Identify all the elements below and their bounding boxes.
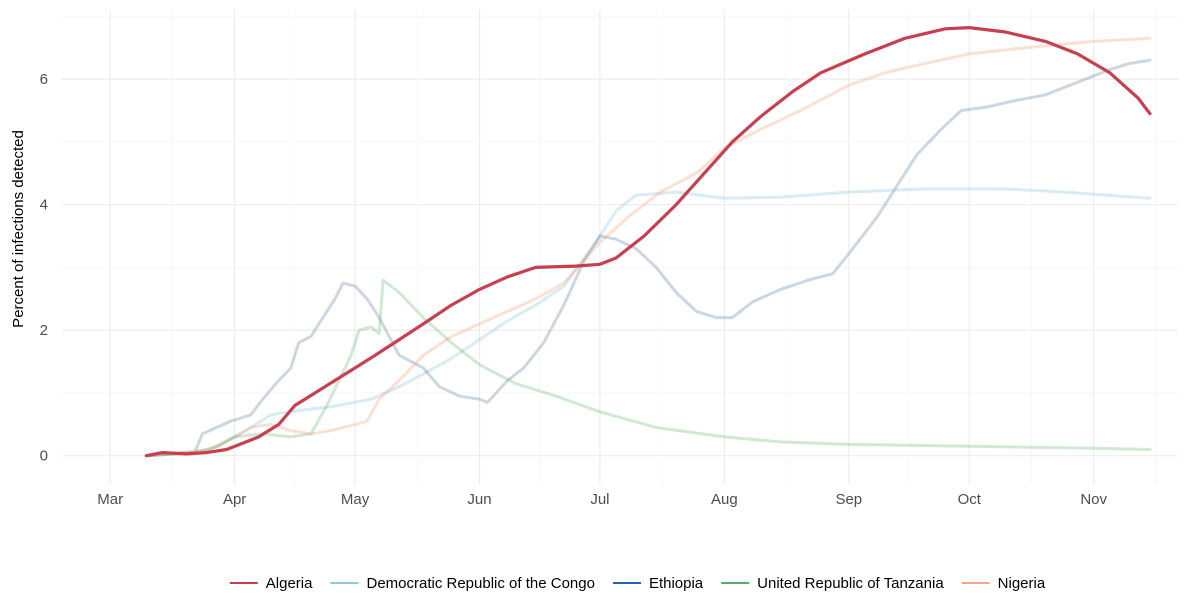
- x-tick-label: Aug: [711, 491, 738, 508]
- legend-label: Nigeria: [998, 575, 1046, 592]
- y-tick-label: 4: [40, 197, 48, 214]
- legend-label: Democratic Republic of the Congo: [366, 575, 594, 592]
- series-line-united-republic-of-tanzania: [144, 278, 1152, 458]
- legend-label: United Republic of Tanzania: [757, 575, 944, 592]
- x-tick-label: Mar: [97, 491, 123, 508]
- series-line-democratic-republic-of-the-congo: [144, 187, 1152, 458]
- series-line-ethiopia: [144, 58, 1152, 458]
- x-tick-label: Jun: [467, 491, 491, 508]
- y-tick-label: 0: [40, 448, 48, 465]
- y-axis: 0 2 4 6: [40, 71, 48, 465]
- x-tick-label: Sep: [835, 491, 862, 508]
- y-tick-label: 6: [40, 71, 48, 88]
- x-tick-label: Nov: [1080, 491, 1107, 508]
- x-tick-label: Oct: [958, 491, 982, 508]
- series-lines: [144, 26, 1152, 458]
- y-tick-label: 2: [40, 322, 48, 339]
- legend-label: Ethiopia: [649, 575, 704, 592]
- grid: [62, 10, 1178, 484]
- x-tick-label: Apr: [223, 491, 246, 508]
- y-axis-title: Percent of infections detected: [10, 130, 27, 328]
- x-tick-label: May: [341, 491, 370, 508]
- x-tick-label: Jul: [590, 491, 609, 508]
- x-axis: Mar Apr May Jun Jul Aug Sep Oct Nov: [97, 491, 1107, 508]
- legend-label: Algeria: [266, 575, 313, 592]
- series-line-algeria: [144, 26, 1152, 458]
- legend: Algeria Democratic Republic of the Congo E…: [229, 575, 1046, 592]
